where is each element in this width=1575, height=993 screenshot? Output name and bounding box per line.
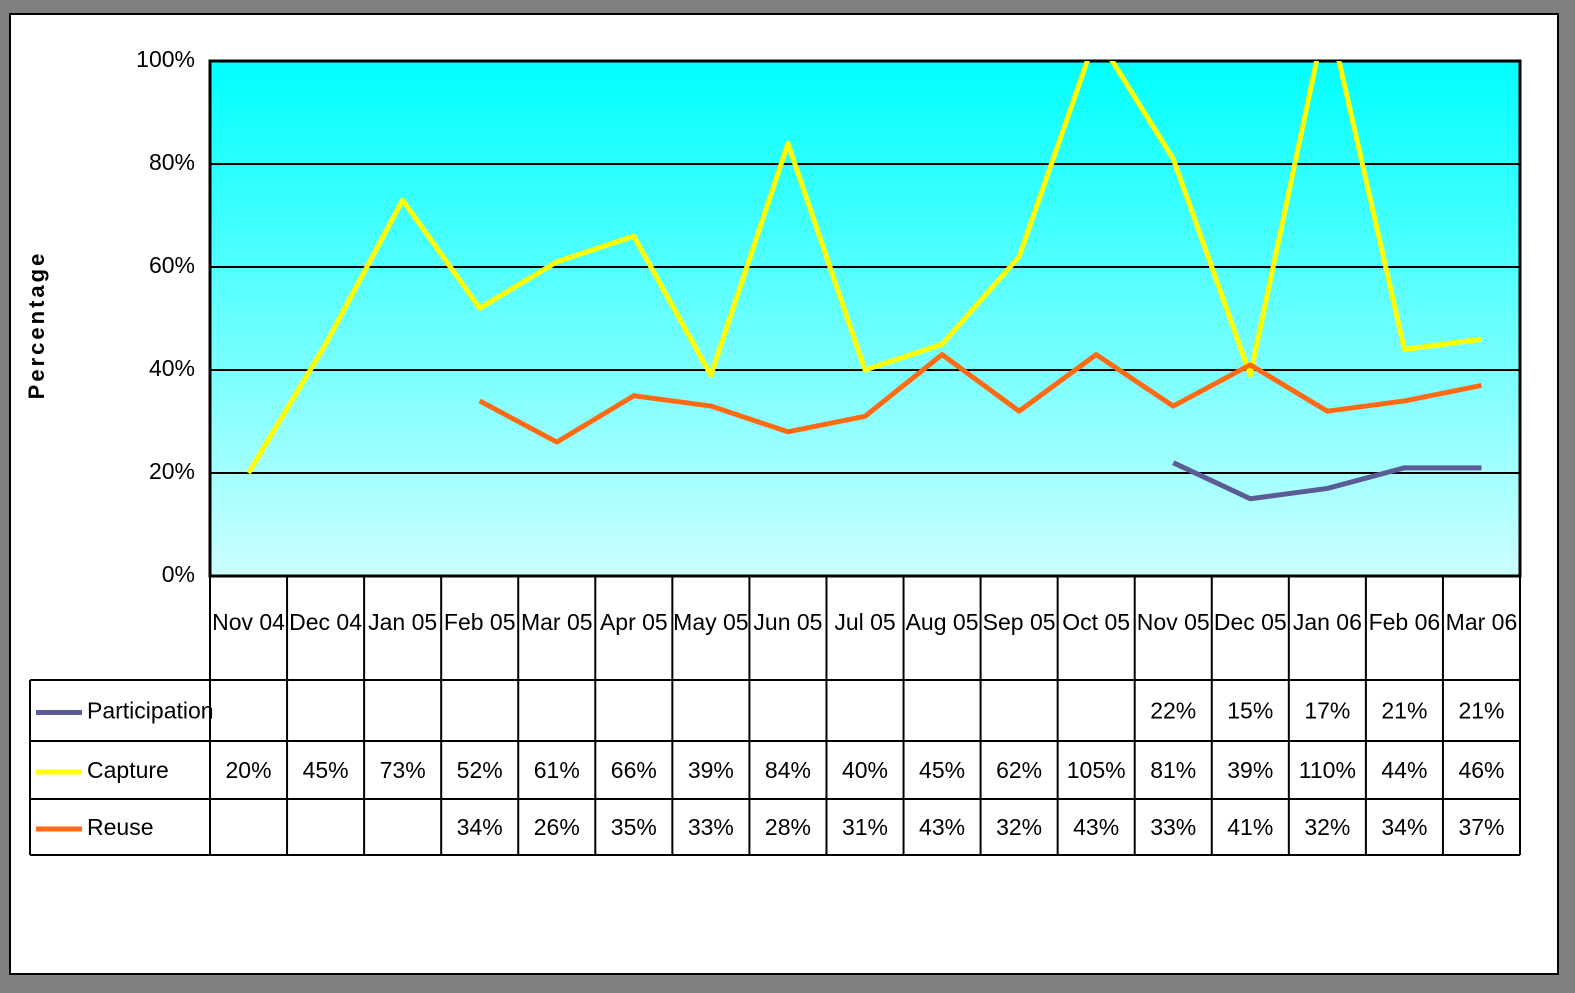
x-tick-label: May 05 <box>673 609 748 635</box>
x-tick-label: Feb 05 <box>444 609 516 635</box>
data-label: 45% <box>919 757 965 783</box>
data-label: 110% <box>1299 757 1356 783</box>
data-label: 21% <box>1381 698 1427 724</box>
y-tick-label: 20% <box>149 458 195 484</box>
data-label: 66% <box>611 757 657 783</box>
data-label: 84% <box>765 757 811 783</box>
data-label: 33% <box>1150 814 1196 840</box>
data-label: 43% <box>919 814 965 840</box>
y-tick-label: 40% <box>149 355 195 381</box>
data-label: 62% <box>996 757 1042 783</box>
data-label: 44% <box>1381 757 1427 783</box>
x-tick-label: Dec 04 <box>289 609 362 635</box>
y-tick-label: 0% <box>162 561 195 587</box>
data-label: 52% <box>457 757 503 783</box>
data-label: 73% <box>380 757 426 783</box>
data-label: 39% <box>1227 757 1273 783</box>
data-label: 15% <box>1227 698 1273 724</box>
data-label: 37% <box>1458 814 1504 840</box>
x-tick-label: Jan 05 <box>368 609 437 635</box>
data-label: 17% <box>1304 698 1350 724</box>
y-tick-label: 60% <box>149 252 195 278</box>
data-label: 40% <box>842 757 888 783</box>
x-tick-label: Jul 05 <box>834 609 895 635</box>
x-tick-label: Aug 05 <box>906 609 979 635</box>
plot-border <box>208 59 1522 578</box>
data-label: 32% <box>1304 814 1350 840</box>
y-tick-label: 80% <box>149 149 195 175</box>
x-tick-label: Nov 05 <box>1137 609 1210 635</box>
x-tick-label: Jan 06 <box>1293 609 1362 635</box>
data-label: 39% <box>688 757 734 783</box>
x-tick-label: Jun 05 <box>753 609 822 635</box>
data-label: 20% <box>226 757 272 783</box>
data-label: 61% <box>534 757 580 783</box>
data-label: 31% <box>842 814 888 840</box>
legend-label: Participation <box>87 698 214 724</box>
series-line <box>246 61 1482 475</box>
data-label: 26% <box>534 814 580 840</box>
x-tick-label: Mar 05 <box>521 609 593 635</box>
x-tick-label: Feb 06 <box>1369 609 1441 635</box>
data-label: 34% <box>1381 814 1427 840</box>
data-label: 41% <box>1227 814 1273 840</box>
x-tick-label: Mar 06 <box>1446 609 1518 635</box>
series-line <box>478 352 1482 445</box>
x-tick-label: Oct 05 <box>1062 609 1130 635</box>
data-label: 81% <box>1150 757 1196 783</box>
y-axis-title: Percentage <box>24 251 49 400</box>
data-label: 33% <box>688 814 734 840</box>
data-label: 28% <box>765 814 811 840</box>
data-label: 46% <box>1458 757 1504 783</box>
x-tick-label: Apr 05 <box>600 609 668 635</box>
data-label: 22% <box>1150 698 1196 724</box>
data-label: 43% <box>1073 814 1119 840</box>
x-tick-label: Nov 04 <box>212 609 285 635</box>
legend-label: Reuse <box>87 814 153 840</box>
legend-label: Capture <box>87 757 169 783</box>
x-tick-label: Sep 05 <box>983 609 1056 635</box>
data-label: 21% <box>1458 698 1504 724</box>
series-line <box>1172 460 1482 502</box>
x-tick-label: Dec 05 <box>1214 609 1287 635</box>
plot-area <box>210 61 1520 576</box>
data-label: 105% <box>1067 757 1126 783</box>
data-label: 34% <box>457 814 503 840</box>
y-tick-label: 100% <box>136 46 195 72</box>
data-label: 35% <box>611 814 657 840</box>
data-label: 45% <box>303 757 349 783</box>
data-label: 32% <box>996 814 1042 840</box>
